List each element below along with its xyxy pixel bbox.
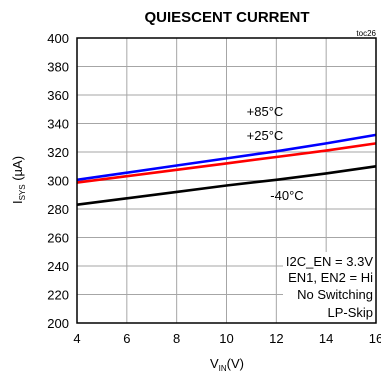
x-tick-label-5: 14 — [319, 331, 333, 346]
x-tick-label-0: 4 — [73, 331, 80, 346]
y-tick-label-0: 200 — [47, 316, 69, 331]
y-tick-label-3: 260 — [47, 231, 69, 246]
y-tick-label-1: 220 — [47, 288, 69, 303]
x-tick-label-2: 8 — [173, 331, 180, 346]
y-tick-label-10: 400 — [47, 31, 69, 46]
y-tick-label-2: 240 — [47, 259, 69, 274]
x-tick-label-6: 16 — [369, 331, 381, 346]
figure-code: toc26 — [356, 29, 376, 38]
y-axis-label: ISYS (µA) — [10, 156, 27, 204]
annotation-box — [283, 252, 376, 324]
y-tick-label-7: 340 — [47, 117, 69, 132]
y-tick-label-8: 360 — [47, 88, 69, 103]
x-axis-label: VIN(V) — [210, 356, 244, 373]
chart-title: QUIESCENT CURRENT — [144, 9, 309, 26]
series-label-85c: +85°C — [247, 104, 284, 119]
x-tick-label-1: 6 — [123, 331, 130, 346]
series-group — [76, 133, 377, 206]
series-label-25c: +25°C — [247, 128, 284, 143]
annotation-line-1: I2C_EN = 3.3V — [286, 254, 373, 269]
annotation-line-3: No Switching — [297, 287, 373, 302]
series-line-m40c — [76, 165, 377, 206]
series-line-85c — [76, 133, 377, 182]
series-label-m40c: -40°C — [270, 188, 303, 203]
series-line-25c — [76, 142, 377, 184]
annotation-line-2: EN1, EN2 = Hi — [288, 270, 373, 285]
x-tick-label-3: 10 — [219, 331, 233, 346]
y-axis-ticks: 200 220 240 260 280 300 320 340 360 380 400 — [47, 31, 69, 331]
x-axis-ticks: 4 6 8 10 12 14 16 — [73, 331, 381, 346]
y-tick-label-6: 320 — [47, 145, 69, 160]
annotation-line-4: LP-Skip — [327, 305, 373, 320]
plot-frame — [76, 37, 377, 324]
y-tick-label-9: 380 — [47, 60, 69, 75]
x-tick-label-4: 12 — [269, 331, 283, 346]
y-tick-label-4: 280 — [47, 202, 69, 217]
y-tick-label-5: 300 — [47, 174, 69, 189]
